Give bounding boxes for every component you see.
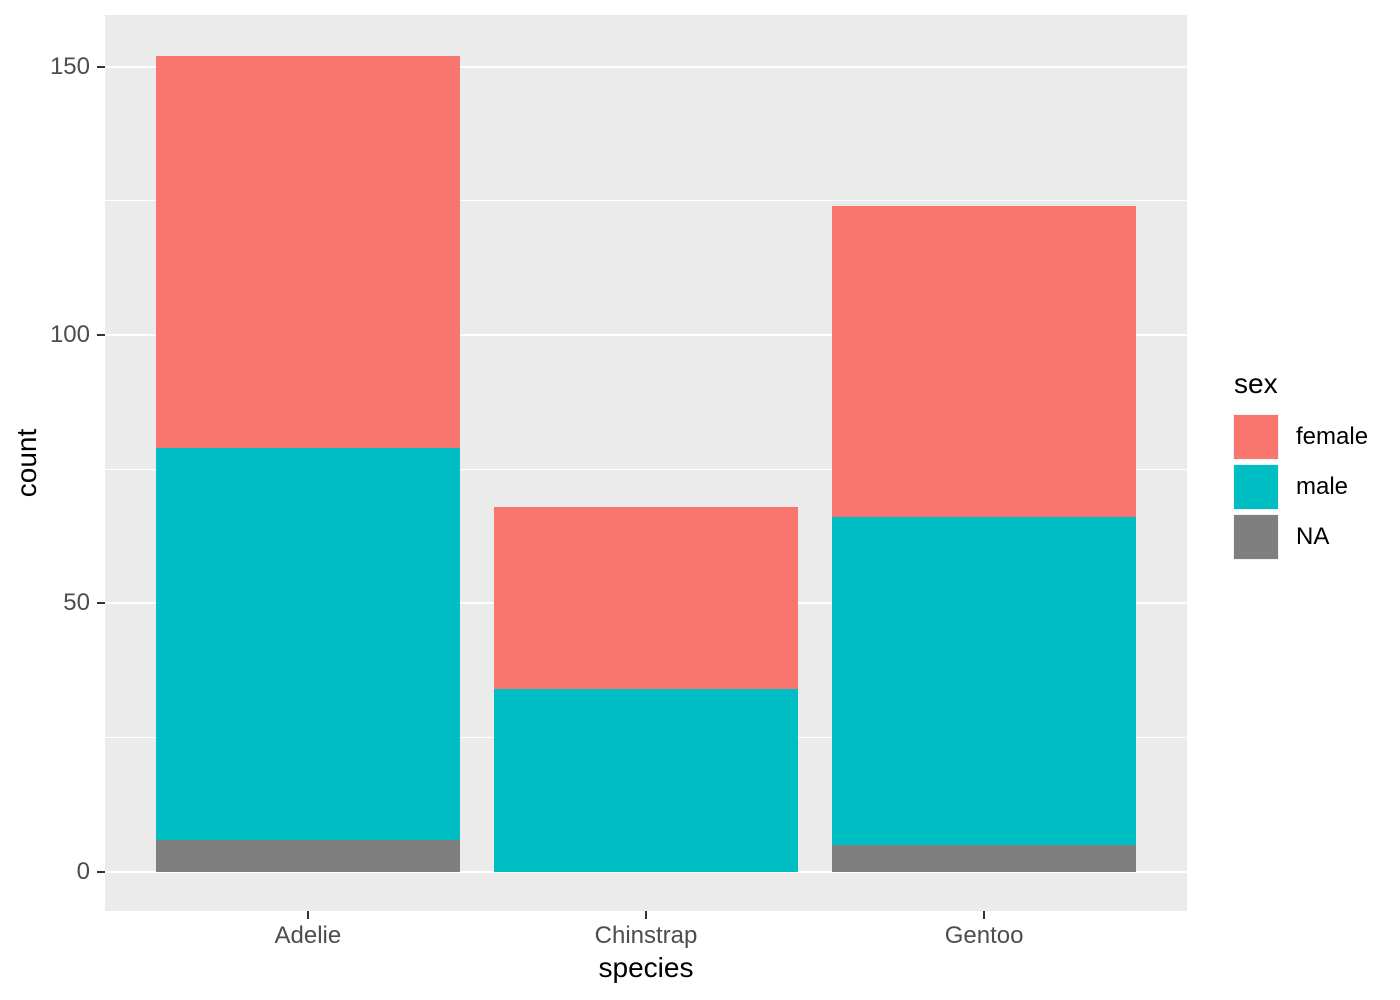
- gridline-minor: [105, 468, 1187, 470]
- y-tick-label: 100: [49, 320, 90, 348]
- y-tick-label: 0: [76, 857, 90, 885]
- legend-key-na: [1233, 514, 1279, 560]
- legend-entries: female male NA: [1233, 414, 1368, 560]
- bar-segment-female: [831, 206, 1137, 518]
- legend-label: female: [1296, 423, 1369, 450]
- x-tick-label: Adelie: [274, 922, 342, 949]
- x-axis-title: species: [598, 952, 694, 983]
- legend-key-female: [1233, 414, 1279, 460]
- bar-segment-female: [493, 506, 799, 690]
- gridline-minor: [105, 200, 1187, 202]
- legend-entry: female: [1233, 414, 1368, 460]
- y-tick-label: 150: [49, 52, 90, 80]
- gridline-major: [105, 333, 1187, 336]
- legend-label: NA: [1296, 523, 1330, 550]
- x-tick-mark: [645, 911, 647, 919]
- legend-entry: NA: [1233, 514, 1368, 560]
- plot-panel: [105, 15, 1187, 911]
- bar-segment-male: [155, 447, 461, 840]
- x-tick-mark: [983, 911, 986, 919]
- legend-entry: male: [1233, 464, 1368, 510]
- y-axis-title: count: [11, 428, 42, 498]
- bar-segment-male: [493, 689, 799, 872]
- y-tick-mark: [97, 65, 105, 68]
- y-tick-mark: [97, 602, 105, 605]
- y-tick-label: 50: [63, 589, 90, 617]
- legend-key-male: [1233, 464, 1279, 510]
- bar-segment-female: [155, 55, 461, 448]
- legend-label: male: [1296, 473, 1349, 500]
- legend-title: sex: [1234, 368, 1278, 399]
- gridline-major: [105, 65, 1187, 68]
- y-tick-mark: [97, 870, 105, 873]
- legend: sex female male NA: [1233, 368, 1368, 564]
- x-tick-label: Gentoo: [944, 922, 1024, 949]
- x-tick-mark: [306, 911, 309, 919]
- bar-segment-na: [831, 844, 1137, 872]
- gridline-major: [105, 870, 1187, 873]
- x-tick-label: Chinstrap: [594, 922, 698, 949]
- bar-segment-na: [155, 839, 461, 872]
- bar-segment-male: [831, 517, 1137, 845]
- y-tick-mark: [97, 333, 105, 336]
